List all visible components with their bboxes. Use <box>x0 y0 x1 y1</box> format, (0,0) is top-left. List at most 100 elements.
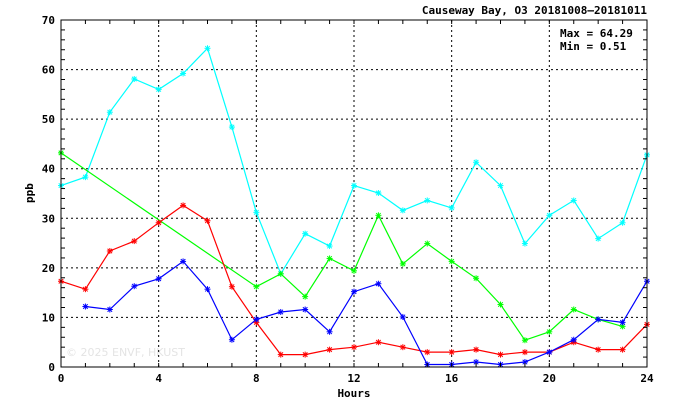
data-point-marker <box>497 182 504 189</box>
data-point-marker <box>570 306 577 313</box>
y-tick-label: 70 <box>42 14 55 27</box>
data-point-marker <box>302 351 309 358</box>
data-point-marker <box>448 349 455 356</box>
data-point-marker <box>595 346 602 353</box>
data-point-marker <box>131 75 138 82</box>
data-point-marker <box>253 316 260 323</box>
chart-title: Causeway Bay, O3 20181008–20181011 <box>422 4 648 17</box>
data-point-marker <box>351 182 357 189</box>
data-point-marker <box>351 267 357 274</box>
data-point-marker <box>204 45 211 52</box>
y-axis-title: ppb <box>23 183 36 203</box>
data-point-marker <box>253 209 260 216</box>
data-point-marker <box>326 243 333 250</box>
data-point-marker <box>595 235 602 242</box>
x-tick-label: 0 <box>58 372 65 385</box>
x-tick-label: 24 <box>640 372 654 385</box>
data-point-marker <box>180 258 187 265</box>
data-point-marker <box>546 349 553 356</box>
data-point-marker <box>448 258 455 265</box>
data-point-marker <box>106 109 113 116</box>
data-point-marker <box>155 219 162 226</box>
data-point-marker <box>155 86 162 93</box>
x-tick-label: 20 <box>543 372 556 385</box>
data-point-marker <box>277 351 284 358</box>
data-point-marker <box>351 288 357 295</box>
data-point-marker <box>302 293 309 300</box>
data-point-marker <box>619 319 626 326</box>
data-point-marker <box>326 328 333 335</box>
data-point-marker <box>399 313 406 320</box>
data-point-marker <box>424 240 431 247</box>
series-0 <box>58 45 650 277</box>
data-point-marker <box>473 159 480 166</box>
data-point-marker <box>131 283 138 290</box>
data-point-marker <box>521 349 528 356</box>
data-point-marker <box>326 346 333 353</box>
data-point-marker <box>228 283 235 290</box>
data-point-marker <box>497 351 504 358</box>
gridlines <box>61 20 647 367</box>
data-point-marker <box>399 207 406 214</box>
data-point-marker <box>180 70 187 77</box>
x-tick-label: 8 <box>253 372 260 385</box>
x-tick-label: 4 <box>155 372 162 385</box>
y-tick-label: 20 <box>42 262 55 275</box>
data-point-marker <box>351 344 357 351</box>
data-point-marker <box>180 202 187 209</box>
plot-frame <box>60 19 648 368</box>
data-point-marker <box>228 336 235 343</box>
data-point-marker <box>595 316 602 323</box>
data-point-marker <box>473 359 480 366</box>
series-1 <box>58 149 626 344</box>
y-tick-label: 30 <box>42 212 55 225</box>
x-tick-label: 16 <box>445 372 459 385</box>
data-point-marker <box>82 303 89 310</box>
data-point-marker <box>204 286 211 293</box>
data-point-marker <box>302 306 309 313</box>
y-tick-label: 60 <box>42 64 55 77</box>
series-layer <box>58 45 650 368</box>
data-point-marker <box>326 255 333 262</box>
data-point-marker <box>570 336 577 343</box>
data-point-marker <box>253 283 260 290</box>
data-point-marker <box>277 308 284 315</box>
data-point-marker <box>82 286 89 293</box>
data-point-marker <box>106 306 113 313</box>
data-point-marker <box>546 328 553 335</box>
data-point-marker <box>521 337 528 344</box>
data-point-marker <box>277 270 284 277</box>
min-stat-label: Min = 0.51 <box>560 40 627 53</box>
data-point-marker <box>375 339 382 346</box>
series-line <box>85 260 648 366</box>
data-point-marker <box>473 275 480 282</box>
data-point-marker <box>424 197 431 204</box>
x-axis-ticks: 0 4 8 12 16 20 24 <box>58 20 654 385</box>
data-point-marker <box>399 260 406 267</box>
data-point-marker <box>106 248 113 255</box>
data-point-marker <box>375 190 382 197</box>
data-point-marker <box>155 275 162 282</box>
data-point-marker <box>619 346 626 353</box>
data-point-marker <box>131 238 138 245</box>
data-point-marker <box>399 344 406 351</box>
y-tick-label: 40 <box>42 163 55 176</box>
data-point-marker <box>302 230 309 237</box>
y-tick-label: 10 <box>42 311 55 324</box>
data-point-marker <box>448 204 455 211</box>
max-stat-label: Max = 64.29 <box>560 27 633 40</box>
y-axis-ticks: 0 10 20 30 40 50 60 70 <box>42 14 647 374</box>
watermark-text: © 2025 ENVF, HKUST <box>66 346 185 359</box>
data-point-marker <box>424 349 431 356</box>
data-point-marker <box>228 124 235 131</box>
data-point-marker <box>619 219 626 226</box>
x-tick-label: 12 <box>347 372 360 385</box>
y-tick-label: 50 <box>42 113 55 126</box>
data-point-marker <box>375 212 382 219</box>
data-point-marker <box>204 217 211 224</box>
x-axis-title: Hours <box>337 387 370 400</box>
y-tick-label: 0 <box>48 361 55 374</box>
data-point-marker <box>473 346 480 353</box>
data-point-marker <box>82 174 89 181</box>
